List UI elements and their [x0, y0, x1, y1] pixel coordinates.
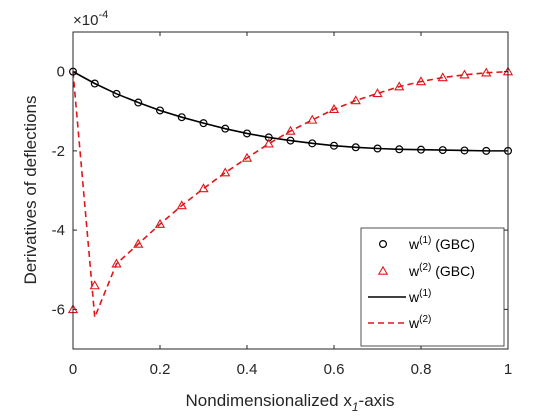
data-point-circle	[177, 113, 186, 122]
legend-label-sup: (2)	[419, 262, 431, 273]
data-point-triangle	[350, 95, 361, 105]
legend-label-sup: (2)	[419, 314, 431, 325]
x-axis-label-suffix: -axis	[359, 391, 395, 410]
data-point-triangle	[285, 125, 296, 135]
x-tick-label: 0.8	[411, 361, 432, 378]
ticks-layer: 0 0.2 0.4 0.6 0.8 1 0 -2 -4 -6	[52, 32, 512, 378]
series-line-w-2-	[72, 70, 509, 318]
data-point-circle	[243, 129, 252, 138]
data-point-circle	[112, 89, 121, 98]
data-point-circle	[373, 144, 382, 153]
data-point-triangle	[111, 258, 122, 268]
legend-item: w(1) (GBC)	[379, 235, 475, 252]
series-layer	[67, 66, 514, 318]
data-point-triangle	[415, 76, 427, 86]
data-point-triangle	[372, 88, 383, 98]
y-tick-label: -4	[52, 222, 65, 239]
x-tick-label: 1	[504, 361, 512, 378]
legend-marker-circle	[379, 240, 388, 249]
legend-label-sup: (1)	[419, 288, 431, 299]
data-point-circle	[264, 133, 273, 142]
legend-items: w(1) (GBC)w(2) (GBC)w(1)w(2)	[368, 235, 475, 331]
legend-box	[360, 227, 505, 347]
legend-label-base: w	[408, 315, 420, 331]
series-line-w-1-	[72, 70, 508, 152]
legend-label: w(2) (GBC)	[408, 262, 475, 279]
data-point-circle	[417, 145, 426, 154]
x-tick-label: 0.6	[324, 361, 345, 378]
legend-label-sup: (1)	[419, 235, 431, 246]
y-multiplier-exp: -4	[98, 9, 108, 21]
data-point-triangle	[176, 200, 187, 210]
legend-label: w(1)	[408, 288, 431, 305]
x-axis-label-sub: 1	[352, 400, 359, 414]
data-point-triangle	[307, 114, 318, 124]
legend-label-base: w	[408, 289, 420, 305]
data-point-circle	[308, 139, 317, 148]
data-point-circle	[90, 79, 99, 88]
x-tick-label: 0.2	[150, 361, 171, 378]
x-tick-label: 0.4	[237, 361, 258, 378]
y-tick-label: 0	[57, 64, 65, 81]
data-point-triangle	[89, 280, 100, 290]
data-point-triangle	[263, 138, 274, 148]
plot-frame	[72, 31, 509, 350]
x-tick-label: 0	[69, 361, 77, 378]
legend-label-base: w	[408, 236, 420, 252]
legend-label: w(1) (GBC)	[408, 235, 475, 252]
legend: w(1) (GBC)w(2) (GBC)w(1)w(2)	[360, 227, 505, 347]
data-point-triangle	[394, 81, 405, 91]
data-point-triangle	[198, 183, 209, 193]
series-markers-w-1-gbc-	[68, 67, 513, 155]
data-point-triangle	[241, 152, 253, 162]
data-point-triangle	[437, 72, 448, 82]
data-point-triangle	[154, 218, 166, 228]
data-point-circle	[134, 98, 143, 107]
y-tick-label: -6	[52, 301, 65, 318]
legend-label-suffix: (GBC)	[431, 263, 475, 279]
data-point-circle	[156, 106, 165, 115]
data-point-triangle	[459, 69, 470, 79]
data-point-triangle	[133, 238, 144, 248]
data-point-circle	[286, 136, 295, 145]
x-axis-label: Nondimensionalized x1-axis	[186, 391, 395, 414]
data-point-triangle	[481, 67, 492, 77]
y-multiplier-base: ×10	[73, 12, 98, 29]
data-point-circle	[199, 119, 208, 128]
data-point-triangle	[220, 167, 231, 177]
data-point-circle	[395, 145, 404, 154]
y-tick-label: -2	[52, 143, 65, 160]
legend-item: w(1)	[368, 288, 431, 305]
y-axis-label: Derivatives of deflections	[21, 96, 40, 285]
legend-item: w(2)	[368, 314, 431, 331]
data-point-circle	[351, 143, 360, 152]
x-axis-label-main: Nondimensionalized x	[186, 391, 353, 410]
y-multiplier: ×10-4	[73, 9, 108, 29]
data-point-circle	[221, 124, 230, 133]
data-point-circle	[482, 146, 491, 155]
data-point-triangle	[328, 103, 340, 113]
legend-label-base: w	[408, 263, 420, 279]
data-point-circle	[438, 146, 447, 155]
data-point-circle	[460, 146, 469, 155]
legend-label-suffix: (GBC)	[431, 236, 475, 252]
legend-marker-triangle	[377, 265, 389, 275]
data-point-circle	[330, 141, 339, 150]
legend-item: w(2) (GBC)	[377, 262, 475, 279]
legend-label: w(2)	[408, 314, 431, 331]
